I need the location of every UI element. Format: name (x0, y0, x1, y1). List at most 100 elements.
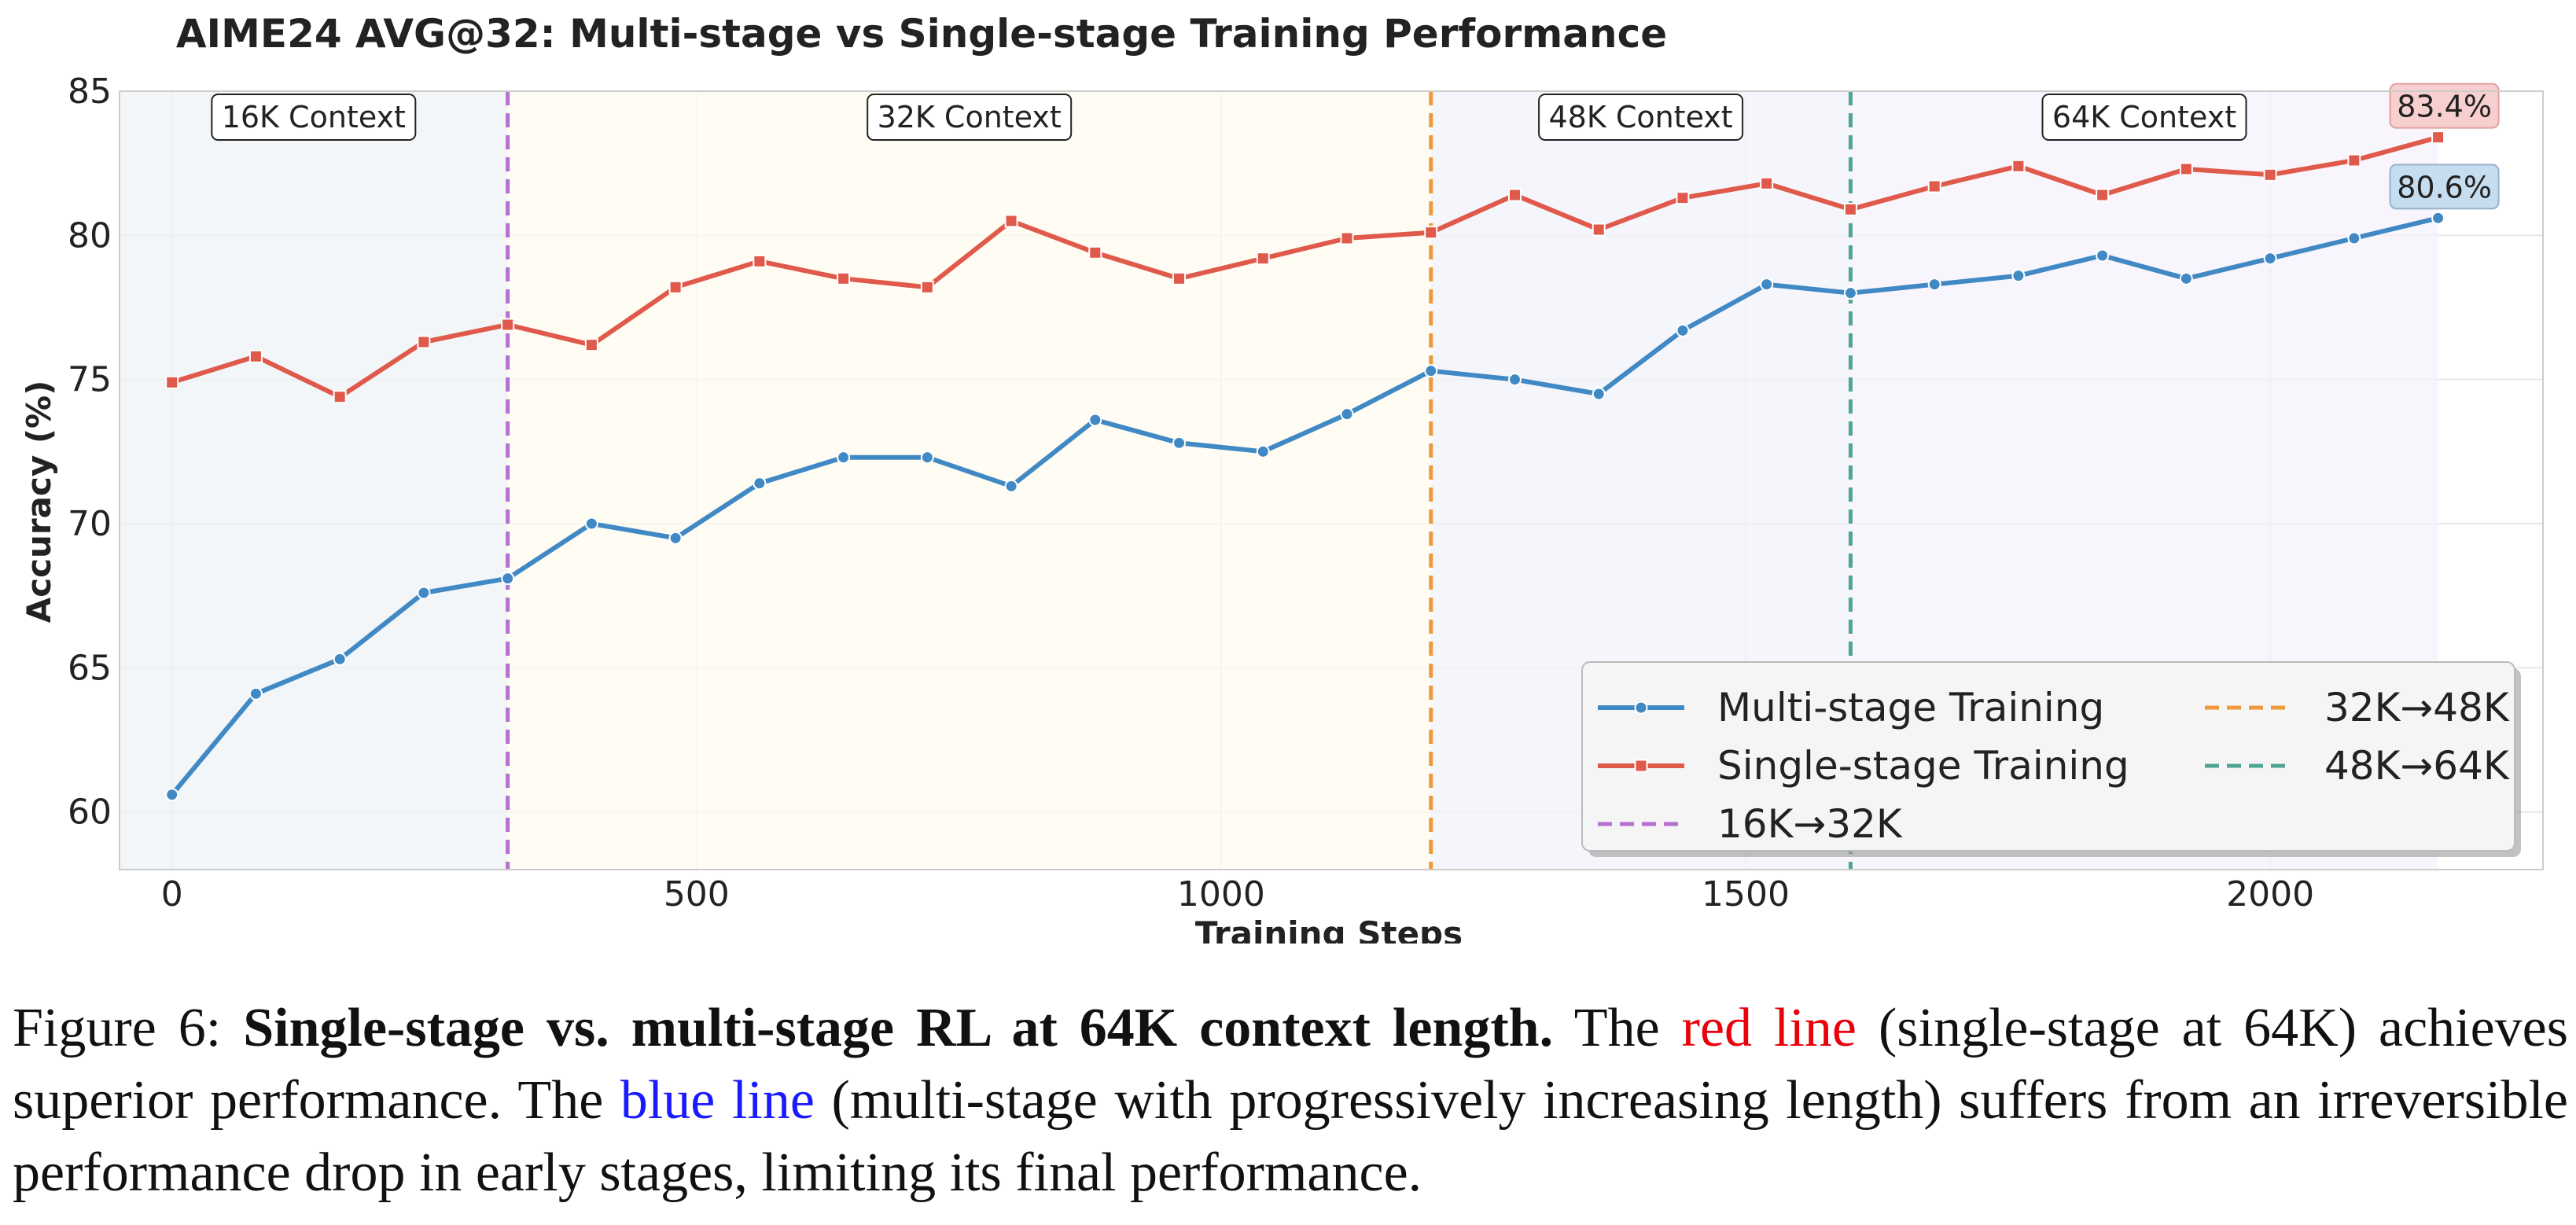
plot-frame (119, 90, 2544, 870)
legend-label: 48K→64K (2324, 743, 2510, 789)
x-tick-label: 0 (161, 874, 183, 914)
x-tick-label: 500 (664, 874, 730, 914)
y-tick-label: 60 (68, 793, 112, 833)
data-point (1592, 387, 1606, 401)
data-point (2347, 153, 2361, 167)
legend-marker (1634, 759, 1648, 773)
data-point (1004, 479, 1018, 493)
end-value-label: 80.6% (2397, 170, 2492, 204)
data-point (2431, 131, 2445, 145)
data-point (333, 390, 347, 404)
caption-text-2: (single-stage at 64K) achieves superior … (13, 998, 2568, 1131)
data-point (417, 586, 431, 600)
stage-label: 48K Context (1548, 100, 1732, 134)
stage-label: 32K Context (878, 100, 1062, 134)
legend: Multi-stage Training Single-stage Trainin… (1581, 661, 2521, 857)
data-point (1760, 278, 1774, 292)
data-point (1927, 179, 1941, 193)
data-point (417, 335, 431, 349)
legend-entry-transition-1: 32K→48K (2205, 685, 2510, 730)
legend-marker (1634, 701, 1648, 715)
series-layer (165, 131, 2445, 802)
data-point (920, 451, 934, 465)
data-point (1507, 373, 1522, 387)
data-point (1424, 226, 1438, 240)
end-value-box (2389, 83, 2500, 129)
y-tick-label: 80 (68, 215, 112, 256)
stage-labels: 16K Context 32K Context 48K Context 64K Con… (211, 94, 2247, 141)
series-line-0 (170, 215, 2439, 796)
legend-entry-transition-2: 48K→64K (2205, 743, 2510, 789)
data-point (501, 318, 515, 332)
y-axis-ticks: 60 65 70 75 80 85 (68, 72, 112, 833)
x-axis-ticks: 0 500 1000 1500 2000 (161, 874, 2314, 914)
data-point (1256, 444, 1270, 458)
end-value-box (2389, 164, 2500, 210)
x-tick-label: 1500 (1702, 874, 1790, 914)
stage-label: 64K Context (2052, 100, 2236, 134)
stage-label: 16K Context (222, 100, 406, 134)
data-point (1340, 231, 1354, 245)
legend-label: Multi-stage Training (1717, 685, 2104, 730)
data-point (584, 517, 598, 531)
data-point (333, 652, 347, 666)
legend-entry-series-1: Single-stage Training (1598, 743, 2129, 789)
data-point (2011, 269, 2026, 283)
data-point (1760, 176, 1774, 190)
data-point (2179, 162, 2193, 176)
caption-text-3: (multi-stage with progressively increasi… (13, 1070, 2568, 1203)
data-point (668, 531, 683, 545)
chart: AIME24 AVG@32: Multi-stage vs Single-sta… (20, 11, 2544, 944)
data-point (1507, 188, 1522, 202)
data-point (1843, 202, 1857, 216)
data-point (2431, 211, 2445, 225)
data-point (501, 572, 515, 586)
end-value-label: 83.4% (2397, 90, 2492, 124)
data-point (1340, 407, 1354, 421)
data-point (2263, 167, 2277, 182)
data-point (753, 254, 767, 268)
legend-label: 16K→32K (1717, 801, 1903, 847)
data-point (584, 338, 598, 352)
data-point (2096, 188, 2110, 202)
legend-label: 32K→48K (2324, 685, 2510, 730)
y-tick-label: 65 (68, 648, 112, 688)
data-point (1843, 286, 1857, 300)
data-point (2096, 248, 2110, 263)
data-point (165, 375, 179, 389)
caption-blue-line: blue line (620, 1070, 815, 1131)
stage-region (507, 91, 1431, 870)
chart-title: AIME24 AVG@32: Multi-stage vs Single-sta… (176, 11, 1667, 57)
caption-red-line: red line (1681, 998, 1857, 1058)
data-point (1927, 278, 1941, 292)
y-tick-label: 75 (68, 360, 112, 400)
data-point (248, 686, 263, 701)
legend-entry-transition-0: 16K→32K (1598, 801, 1903, 847)
caption-text-1: The (1553, 998, 1682, 1058)
data-point (2179, 271, 2193, 285)
caption-bold: Single-stage vs. multi-stage RL at 64K c… (243, 998, 1554, 1058)
x-tick-label: 1000 (1177, 874, 1265, 914)
y-tick-label: 70 (68, 504, 112, 544)
x-tick-label: 2000 (2226, 874, 2314, 914)
data-point (248, 349, 263, 363)
data-point (920, 280, 934, 294)
data-point (2347, 231, 2361, 245)
x-axis-label: Training Steps (1195, 914, 1463, 944)
caption-prefix: Figure 6: (13, 998, 244, 1058)
data-point (1424, 364, 1438, 378)
data-point (668, 280, 683, 294)
data-point (1004, 214, 1018, 228)
data-point (1676, 191, 1690, 205)
data-point (2011, 159, 2026, 173)
stage-label-box (211, 94, 417, 141)
stage-region (120, 91, 508, 870)
data-point (1172, 271, 1187, 285)
data-point (1592, 223, 1606, 237)
data-point (2263, 252, 2277, 266)
data-point (1088, 413, 1102, 427)
data-point (165, 788, 179, 802)
series-line-1 (171, 134, 2439, 399)
data-point (837, 271, 851, 285)
y-tick-label: 85 (68, 72, 112, 112)
